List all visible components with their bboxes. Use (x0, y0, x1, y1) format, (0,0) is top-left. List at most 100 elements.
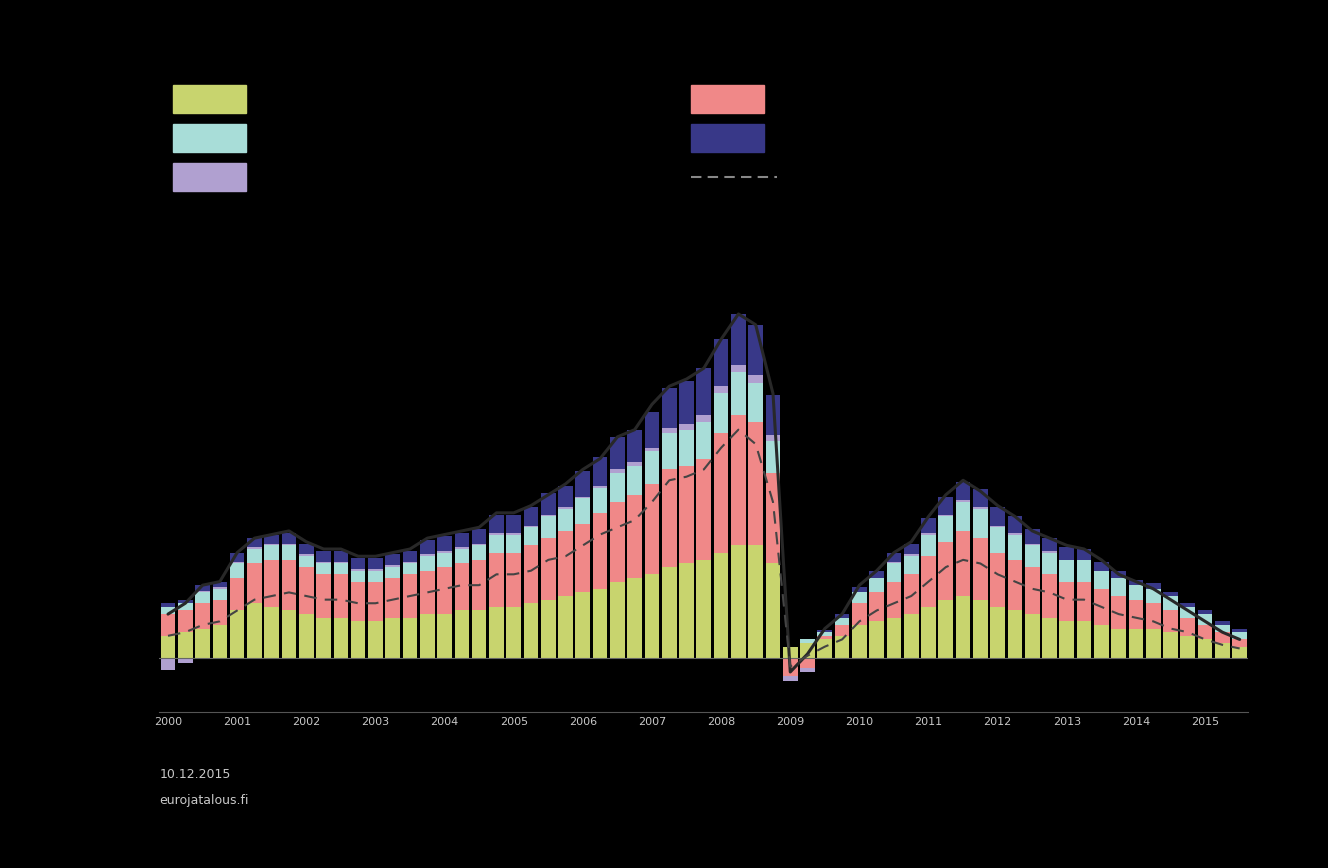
Bar (818, 632, 833, 636)
Bar (1146, 658, 1161, 660)
Bar (558, 508, 572, 510)
Bar (558, 596, 572, 658)
Bar (1094, 589, 1109, 625)
Bar (991, 508, 1005, 525)
Bar (212, 625, 227, 658)
Bar (766, 563, 781, 658)
Bar (506, 553, 521, 607)
Bar (679, 430, 695, 466)
Bar (853, 625, 867, 658)
Bar (939, 496, 954, 515)
Bar (887, 553, 902, 562)
Bar (991, 607, 1005, 658)
Bar (230, 578, 244, 610)
Bar (696, 368, 712, 415)
Bar (1181, 603, 1195, 607)
Bar (887, 618, 902, 658)
Bar (679, 563, 695, 658)
Bar (161, 615, 175, 636)
Bar (1077, 549, 1092, 560)
Bar (1232, 640, 1247, 647)
Bar (904, 556, 919, 575)
Bar (732, 365, 746, 372)
Bar (973, 490, 988, 508)
Bar (368, 571, 382, 582)
Bar (1042, 553, 1057, 575)
Bar (1025, 567, 1040, 615)
Bar (627, 578, 641, 658)
Bar (212, 589, 227, 600)
Bar (489, 533, 503, 535)
Bar (1008, 610, 1023, 658)
Bar (1042, 618, 1057, 658)
Bar (1077, 582, 1092, 621)
Bar (558, 486, 572, 508)
Bar (385, 567, 400, 578)
Bar (922, 533, 936, 535)
Bar (1060, 560, 1074, 582)
Bar (1042, 551, 1057, 553)
Bar (661, 388, 677, 428)
Bar (904, 555, 919, 556)
Bar (1008, 560, 1023, 610)
Bar (351, 569, 365, 571)
Bar (784, 675, 798, 681)
Bar (1181, 636, 1195, 658)
Bar (835, 636, 850, 658)
Bar (956, 500, 971, 502)
Bar (333, 575, 348, 618)
Bar (922, 535, 936, 556)
Bar (437, 567, 452, 615)
Bar (506, 535, 521, 553)
Bar (420, 571, 434, 615)
Bar (661, 470, 677, 567)
Bar (437, 553, 452, 567)
Bar (696, 560, 712, 658)
Bar (212, 587, 227, 589)
Bar (402, 563, 417, 575)
Bar (575, 523, 590, 593)
Bar (454, 547, 469, 549)
Bar (1215, 643, 1230, 658)
Bar (1129, 600, 1143, 628)
Bar (264, 560, 279, 607)
Bar (161, 636, 175, 658)
Bar (299, 556, 313, 567)
Bar (264, 545, 279, 560)
Bar (437, 551, 452, 553)
Bar (991, 525, 1005, 528)
Bar (870, 621, 884, 658)
Bar (299, 567, 313, 615)
Bar (402, 575, 417, 618)
Bar (627, 495, 641, 578)
Bar (1025, 545, 1040, 567)
Bar (818, 636, 833, 640)
Bar (870, 593, 884, 621)
Bar (178, 600, 193, 603)
Bar (1060, 547, 1074, 560)
Bar (887, 582, 902, 618)
Bar (784, 647, 798, 658)
Bar (1232, 647, 1247, 658)
Bar (489, 535, 503, 553)
Bar (1198, 610, 1212, 615)
Bar (696, 423, 712, 458)
Bar (1181, 658, 1195, 660)
Bar (333, 563, 348, 575)
Bar (766, 435, 781, 441)
Bar (939, 515, 954, 516)
Bar (471, 545, 486, 560)
Bar (1042, 538, 1057, 551)
Bar (853, 603, 867, 625)
Bar (679, 381, 695, 424)
Bar (230, 563, 244, 578)
Bar (1094, 562, 1109, 571)
Bar (402, 551, 417, 562)
Bar (333, 618, 348, 658)
Bar (904, 543, 919, 555)
Bar (1060, 582, 1074, 621)
Bar (385, 555, 400, 565)
Bar (212, 600, 227, 625)
Bar (801, 668, 815, 672)
Bar (853, 587, 867, 593)
